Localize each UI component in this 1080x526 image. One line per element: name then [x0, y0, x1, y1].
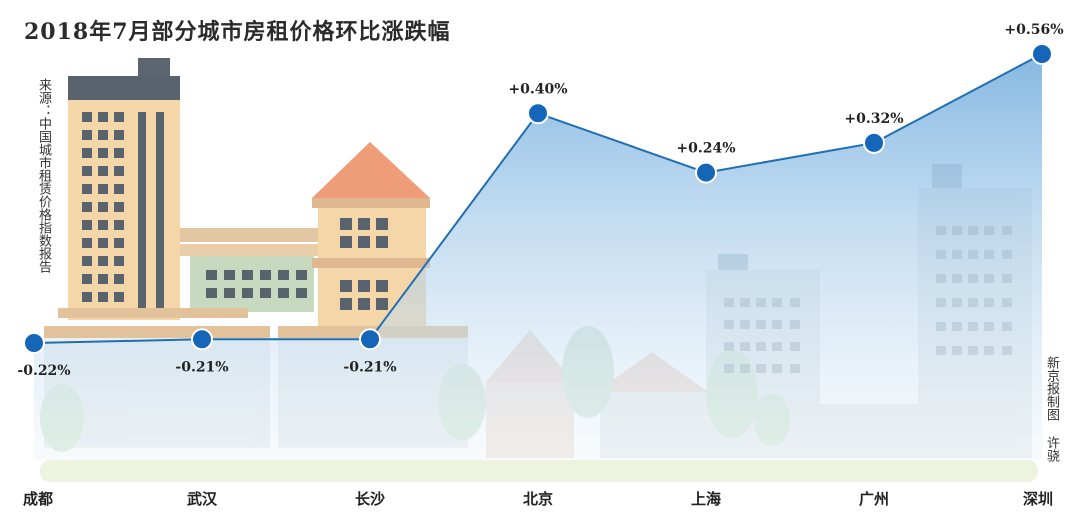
- data-point: [191, 328, 213, 351]
- data-label: +0.40%: [508, 81, 567, 97]
- data-label: +0.24%: [676, 141, 735, 157]
- data-point: [527, 102, 549, 125]
- x-tick-label: 上海: [691, 490, 721, 508]
- credit-note: 新京报制图 许骁: [1044, 356, 1059, 462]
- source-note: 来源：中国城市租赁价格指数报告: [36, 78, 51, 273]
- x-tick-label: 成都: [23, 490, 53, 508]
- data-point: [359, 328, 381, 351]
- x-tick-label: 武汉: [187, 490, 218, 508]
- data-label: -0.21%: [175, 359, 228, 375]
- x-tick-label: 长沙: [355, 490, 385, 508]
- x-tick-label: 广州: [859, 490, 889, 508]
- data-point: [23, 332, 45, 354]
- data-label: -0.21%: [343, 359, 396, 375]
- data-label: +0.32%: [844, 111, 903, 127]
- data-point: [695, 161, 717, 184]
- chart-title: 2018年7月部分城市房租价格环比涨跌幅: [24, 19, 451, 45]
- x-tick-label: 深圳: [1023, 490, 1053, 508]
- data-point: [863, 131, 885, 154]
- data-point: [1031, 43, 1053, 65]
- area-fill: [34, 54, 1042, 460]
- x-tick-label: 北京: [523, 490, 553, 508]
- data-label: +0.56%: [1004, 22, 1063, 38]
- data-label: -0.22%: [17, 363, 70, 379]
